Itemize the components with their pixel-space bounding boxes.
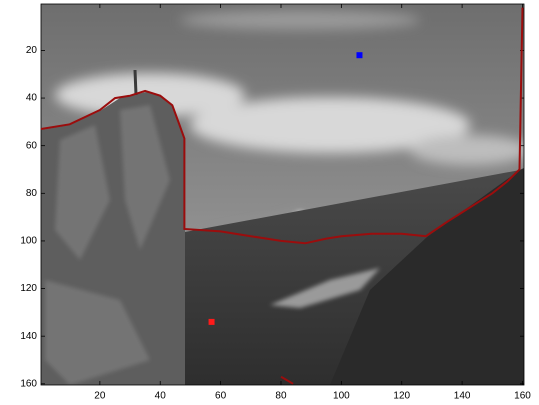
y-tick-label: 160 <box>20 378 37 389</box>
seed-point <box>356 52 362 58</box>
photo <box>41 4 530 385</box>
figure: 20 40 60 80 100 120 140 160 20 40 60 80 100 120 140 160 <box>0 0 539 405</box>
x-tick-label: 80 <box>275 391 287 402</box>
y-tick-label: 40 <box>26 93 38 104</box>
x-tick-label: 160 <box>514 391 531 402</box>
seed-point <box>209 319 215 325</box>
y-tick-label: 20 <box>26 45 38 56</box>
x-tick-label: 60 <box>215 391 227 402</box>
y-tick-label: 80 <box>26 188 38 199</box>
y-tick-label: 140 <box>20 331 37 342</box>
x-tick-label: 100 <box>333 391 350 402</box>
y-tick-label: 100 <box>20 236 37 247</box>
x-tick-label: 20 <box>94 391 106 402</box>
x-tick-label: 120 <box>393 391 410 402</box>
y-tick-label: 60 <box>26 140 38 151</box>
x-tick-label: 40 <box>155 391 167 402</box>
x-tick-label: 140 <box>454 391 471 402</box>
y-tick-label: 120 <box>20 283 37 294</box>
